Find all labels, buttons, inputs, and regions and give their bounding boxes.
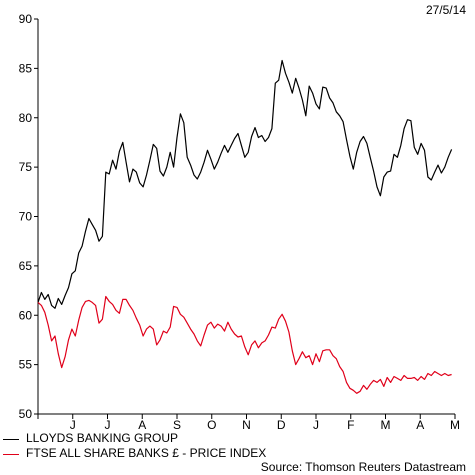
y-tick-label: 85 <box>19 61 33 75</box>
series-line-ftse-banks <box>37 295 452 394</box>
x-tick-label: J <box>313 418 319 432</box>
x-tick-label: D <box>277 418 286 432</box>
y-tick-label: 75 <box>19 160 33 174</box>
y-tick-label: 65 <box>19 259 33 273</box>
x-tick-label: F <box>347 418 354 432</box>
legend-line-lloyds <box>3 439 19 440</box>
x-tick-label: A <box>416 418 424 432</box>
y-tick-label: 90 <box>19 12 33 26</box>
x-tick-label: N <box>242 418 251 432</box>
x-tick-label: S <box>173 418 181 432</box>
date-label: 27/5/14 <box>425 3 466 17</box>
series-line-lloyds <box>37 59 453 309</box>
x-tick-label: M <box>450 418 460 432</box>
x-tick-label: M <box>381 418 391 432</box>
y-axis: 50 55 60 65 70 75 80 85 90 <box>19 12 39 421</box>
x-tick-label: J <box>105 418 111 432</box>
x-tick-label: O <box>207 418 216 432</box>
legend-label-lloyds: LLOYDS BANKING GROUP <box>26 431 179 445</box>
x-tick-label: A <box>138 418 146 432</box>
source-note: Source: Thomson Reuters Datastream <box>260 460 466 474</box>
series-lines <box>37 59 453 394</box>
legend-line-ftse-banks <box>3 454 19 455</box>
y-tick-label: 60 <box>19 308 33 322</box>
y-tick-label: 50 <box>19 407 33 421</box>
y-tick-label: 80 <box>19 111 33 125</box>
y-tick-label: 70 <box>19 210 33 224</box>
y-tick-label: 55 <box>19 358 33 372</box>
legend-label-ftse-banks: FTSE ALL SHARE BANKS £ - PRICE INDEX <box>26 446 267 460</box>
x-tick-label: J <box>70 418 76 432</box>
